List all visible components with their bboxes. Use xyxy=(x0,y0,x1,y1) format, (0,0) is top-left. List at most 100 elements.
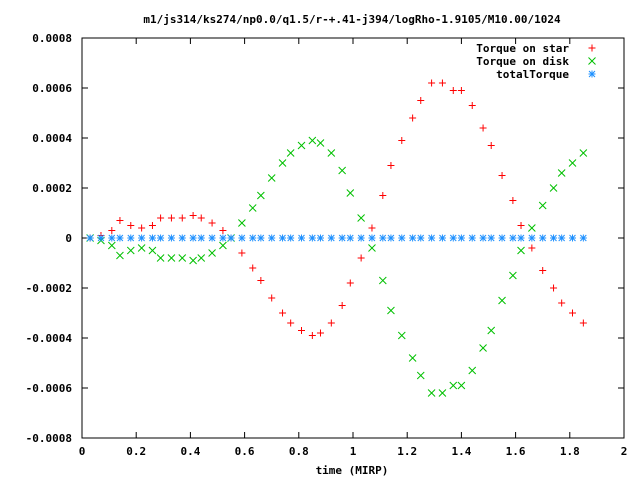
legend-label: Torque on disk xyxy=(476,55,569,68)
data-point xyxy=(468,366,477,375)
data-point xyxy=(498,234,506,242)
data-point xyxy=(378,276,387,285)
data-point xyxy=(238,219,246,227)
legend-marker xyxy=(588,70,596,78)
data-point xyxy=(157,214,165,222)
data-point xyxy=(528,224,536,232)
data-point xyxy=(148,246,157,255)
data-point xyxy=(327,319,335,327)
data-point xyxy=(568,159,577,167)
data-point xyxy=(417,97,425,104)
data-point xyxy=(387,306,395,315)
data-point xyxy=(189,234,197,242)
data-point xyxy=(569,234,577,242)
data-point xyxy=(539,267,547,274)
data-point xyxy=(219,234,227,242)
data-point xyxy=(268,294,276,302)
data-point xyxy=(148,234,156,242)
data-point xyxy=(316,139,325,147)
data-point xyxy=(227,234,235,242)
data-point xyxy=(509,234,517,242)
data-point xyxy=(579,149,588,157)
y-tick-label: 0.0008 xyxy=(32,32,72,45)
legend-label: Torque on star xyxy=(476,42,569,55)
data-point xyxy=(457,234,465,242)
data-point xyxy=(498,296,506,305)
data-point xyxy=(126,246,135,255)
data-point xyxy=(268,234,276,242)
data-point xyxy=(86,234,94,242)
data-point xyxy=(197,214,205,222)
data-point xyxy=(346,189,355,197)
y-tick-label: -0.0004 xyxy=(26,332,73,345)
data-point xyxy=(398,137,406,144)
x-tick-label: 1.4 xyxy=(451,445,471,458)
data-point xyxy=(457,87,465,94)
data-point xyxy=(278,159,287,167)
data-point xyxy=(107,241,116,250)
data-point xyxy=(108,227,116,234)
data-point xyxy=(368,224,376,232)
data-point xyxy=(409,234,417,242)
data-point xyxy=(137,244,146,252)
y-tick-label: 0.0004 xyxy=(32,132,72,145)
data-point xyxy=(189,256,197,265)
y-tick-label: 0 xyxy=(65,232,72,245)
data-point xyxy=(357,214,365,222)
data-point xyxy=(338,302,346,309)
data-point xyxy=(316,234,324,242)
data-point xyxy=(327,149,336,157)
series-1 xyxy=(86,136,588,397)
data-point xyxy=(438,79,446,87)
x-tick-label: 0 xyxy=(79,445,86,458)
x-tick-label: 1.8 xyxy=(560,445,580,458)
x-tick-label: 0.6 xyxy=(235,445,255,458)
data-point xyxy=(238,234,246,242)
data-point xyxy=(549,184,558,192)
y-tick-label: -0.0008 xyxy=(26,432,72,445)
legend-label: totalTorque xyxy=(496,68,569,81)
data-point xyxy=(528,234,536,242)
data-point xyxy=(297,141,306,150)
data-point xyxy=(208,234,216,242)
data-point xyxy=(528,244,536,252)
legend-marker xyxy=(588,57,596,65)
data-point xyxy=(148,222,156,229)
data-point xyxy=(249,234,257,242)
data-point xyxy=(116,234,124,242)
data-point xyxy=(509,271,517,280)
data-point xyxy=(558,234,566,242)
data-point xyxy=(550,234,558,242)
data-point xyxy=(338,166,347,175)
data-point xyxy=(517,246,525,255)
data-point xyxy=(398,234,406,242)
data-point xyxy=(308,332,316,339)
y-tick-label: -0.0002 xyxy=(26,282,72,295)
data-point xyxy=(279,309,287,317)
data-point xyxy=(368,234,376,242)
data-point xyxy=(157,234,165,242)
data-point xyxy=(558,299,566,307)
data-point xyxy=(427,389,436,397)
data-point xyxy=(138,234,146,242)
data-point xyxy=(487,234,495,242)
data-point xyxy=(287,319,295,327)
data-point xyxy=(238,249,246,257)
data-point xyxy=(428,234,436,242)
x-tick-label: 0.4 xyxy=(180,445,200,458)
data-point xyxy=(316,329,324,337)
data-point xyxy=(156,254,165,262)
x-tick-label: 0.8 xyxy=(289,445,309,458)
data-point xyxy=(108,234,116,242)
x-tick-label: 1.2 xyxy=(397,445,417,458)
x-tick-label: 1 xyxy=(350,445,357,458)
y-tick-label: 0.0006 xyxy=(32,82,72,95)
data-point xyxy=(138,224,146,232)
data-point xyxy=(509,197,517,204)
data-point xyxy=(517,222,525,229)
data-point xyxy=(457,381,466,390)
data-point xyxy=(178,254,187,262)
data-point xyxy=(298,234,306,242)
data-point xyxy=(197,254,206,262)
